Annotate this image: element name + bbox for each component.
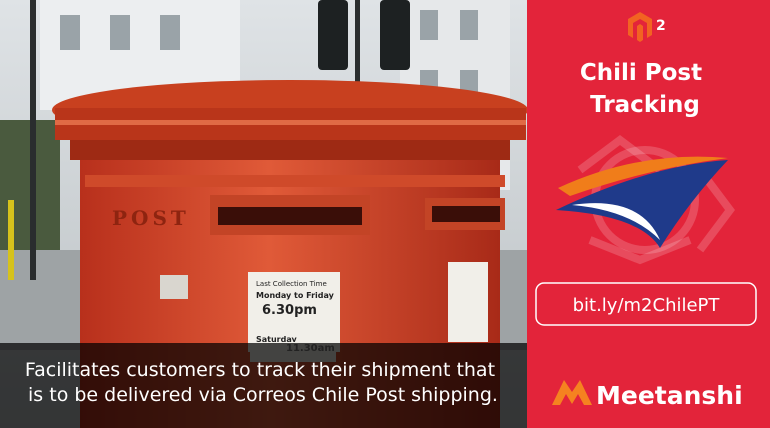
box-label: POST <box>112 206 190 230</box>
notice-heading: Last Collection Time <box>256 280 327 288</box>
notice-weekday-time: 6.30pm <box>262 303 317 318</box>
title: Chili Post Tracking <box>580 60 710 118</box>
notice-weekday: Monday to Friday <box>256 291 335 300</box>
brand: Meetanshi <box>596 381 743 410</box>
magento-version: 2 <box>656 18 666 34</box>
link[interactable]: bit.ly/m2ChilePT <box>573 295 721 316</box>
magento-logo: 2 <box>628 12 666 42</box>
caption-bar <box>0 343 527 428</box>
meetanshi-logo: Meetanshi <box>552 380 743 410</box>
link-box[interactable] <box>535 282 757 326</box>
notice-saturday-time: 11.30am <box>286 343 335 354</box>
chile-post-logo <box>556 156 728 248</box>
caption-line: Facilitates customers to track their shi… <box>25 359 501 406</box>
notice-saturday: Saturday <box>256 335 298 344</box>
